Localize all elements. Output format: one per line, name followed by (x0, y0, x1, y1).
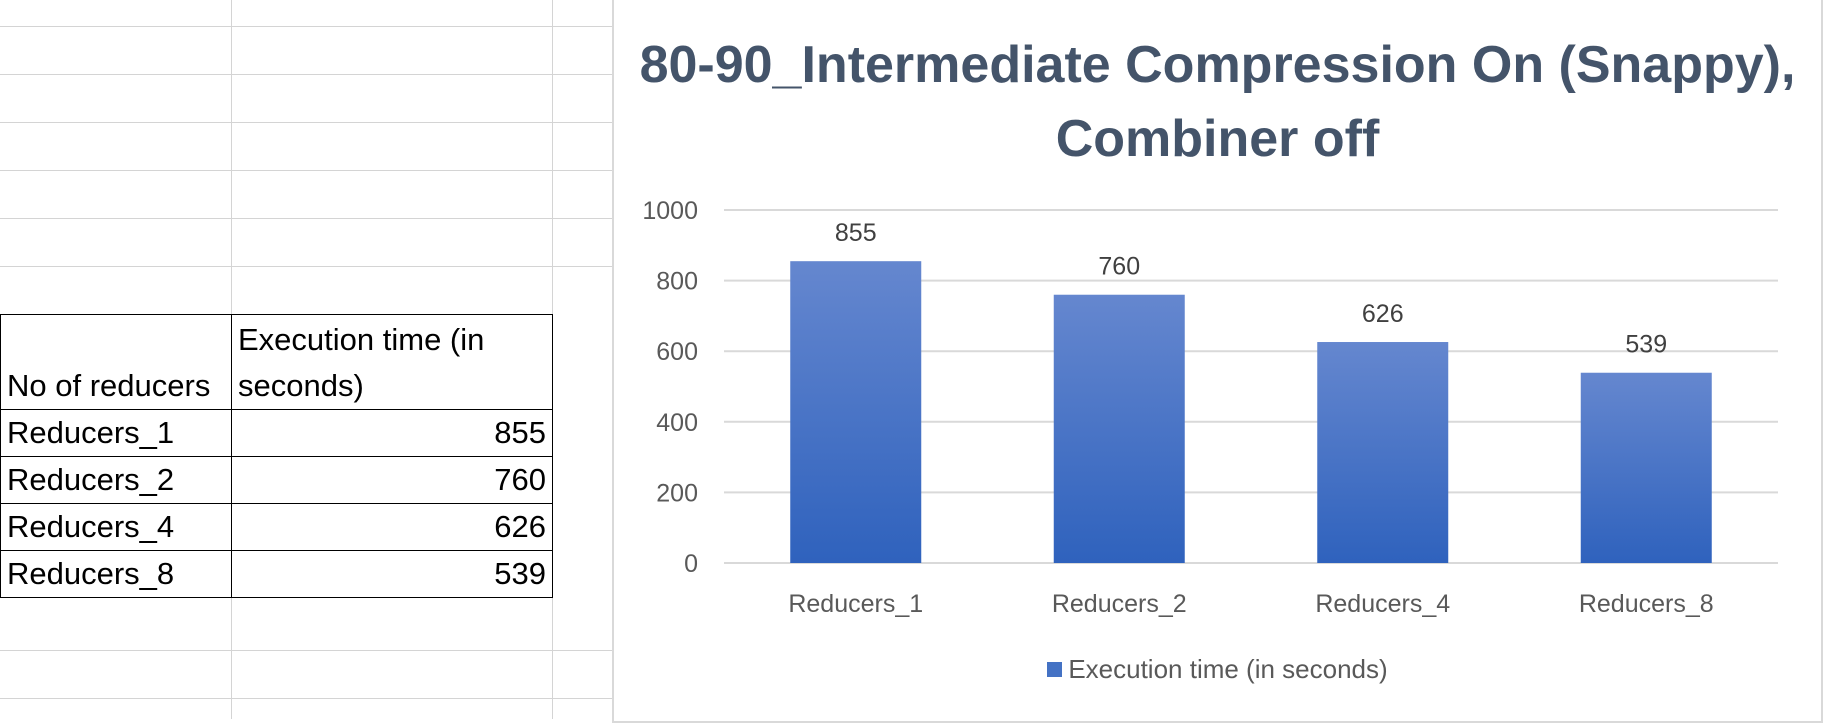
data-label: 760 (1098, 253, 1140, 281)
bar (1053, 294, 1185, 563)
cell-label[interactable]: Reducers_2 (0, 456, 232, 504)
table-row: Reducers_1 855 (0, 409, 553, 457)
y-tick-label: 0 (684, 550, 698, 578)
row-divider (0, 170, 612, 171)
x-tick-label: Reducers_1 (788, 590, 923, 618)
row-divider (0, 74, 612, 75)
y-tick-label: 800 (656, 268, 698, 296)
x-tick-label: Reducers_2 (1052, 590, 1187, 618)
table-row: Reducers_4 626 (0, 503, 553, 551)
data-label: 626 (1362, 300, 1404, 328)
cell-value[interactable]: 626 (231, 503, 553, 551)
column-divider (552, 0, 553, 719)
cell-label[interactable]: Reducers_1 (0, 409, 232, 457)
data-label: 855 (835, 219, 877, 247)
table-header-row: No of reducers Execution time (in second… (0, 314, 553, 410)
header-cell-reducers[interactable]: No of reducers (0, 314, 232, 410)
cell-value[interactable]: 539 (231, 550, 553, 598)
row-divider (0, 698, 612, 699)
y-tick-label: 600 (656, 338, 698, 366)
header-cell-execution-time[interactable]: Execution time (in seconds) (231, 314, 553, 410)
table-row: Reducers_8 539 (0, 550, 553, 598)
cell-label[interactable]: Reducers_8 (0, 550, 232, 598)
cell-value[interactable]: 760 (231, 456, 553, 504)
legend-label: Execution time (in seconds) (1068, 654, 1388, 684)
y-tick-label: 400 (656, 409, 698, 437)
x-tick-label: Reducers_4 (1315, 590, 1450, 618)
bar-chart: 0 200 400 600 800 1000 855 Reducers_1 760 Reducer… (642, 197, 1778, 618)
row-divider (0, 26, 612, 27)
chart-panel[interactable]: 80-90_Intermediate Compression On (Snapp… (612, 0, 1823, 723)
row-divider (0, 218, 612, 219)
row-divider (0, 122, 612, 123)
bar (790, 261, 922, 563)
spreadsheet-grid: No of reducers Execution time (in second… (0, 0, 640, 719)
bar (1317, 342, 1449, 563)
row-divider (0, 650, 612, 651)
row-divider (0, 266, 612, 267)
x-tick-label: Reducers_8 (1579, 590, 1714, 618)
legend-swatch (1047, 662, 1063, 677)
y-tick-label: 1000 (642, 197, 698, 225)
bar (1580, 372, 1712, 563)
data-label: 539 (1625, 331, 1667, 359)
cell-value[interactable]: 855 (231, 409, 553, 457)
table-row: Reducers_2 760 (0, 456, 553, 504)
cell-label[interactable]: Reducers_4 (0, 503, 232, 551)
chart-title: 80-90_Intermediate Compression On (Snapp… (639, 36, 1796, 168)
chart-legend: Execution time (in seconds) (614, 654, 1821, 685)
data-table: No of reducers Execution time (in second… (0, 314, 553, 598)
y-tick-label: 200 (656, 479, 698, 507)
